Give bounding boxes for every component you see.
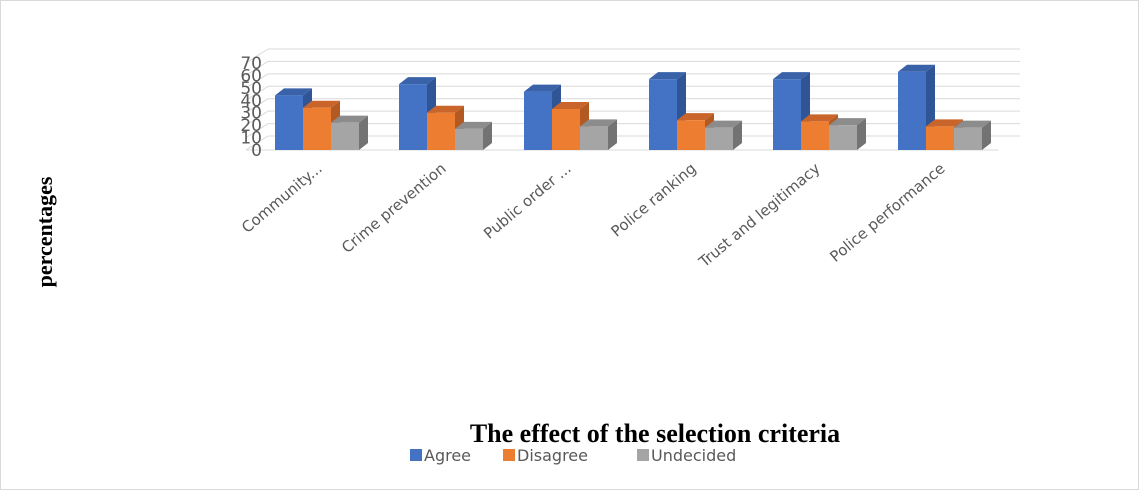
- y-tick-label: 10: [240, 129, 262, 149]
- bars: [275, 64, 991, 150]
- y-tick-label: 40: [240, 91, 262, 111]
- y-tick-label: 70: [240, 54, 262, 74]
- bar-undecided-3: [705, 120, 742, 150]
- bar-front: [455, 128, 483, 150]
- bar-front: [399, 84, 427, 150]
- bar-front: [829, 125, 857, 150]
- gridline-depth-0: [245, 135, 269, 151]
- bar-top: [580, 119, 617, 127]
- gridline-depth-5: [245, 73, 269, 89]
- bar-undecided-1: [455, 121, 492, 150]
- y-tick-label: 50: [240, 79, 262, 99]
- category-label-3: Police ranking: [608, 159, 700, 240]
- bar-front: [427, 112, 455, 150]
- legend-label: Undecided: [651, 446, 736, 465]
- x-axis-title: The effect of the selection criteria: [470, 419, 840, 448]
- bar-side: [982, 120, 991, 150]
- bar-front: [773, 79, 801, 150]
- bar-front: [524, 91, 552, 150]
- category-label-2: Public order ...: [480, 159, 574, 242]
- bar-top: [954, 120, 991, 128]
- bar-top: [677, 113, 714, 121]
- gridline-depth-4: [245, 85, 269, 101]
- category-label-1: Crime prevention: [338, 159, 449, 257]
- bar-front: [677, 120, 705, 150]
- y-tick-label: 30: [240, 104, 262, 124]
- bar-side: [483, 121, 492, 150]
- legend-swatch: [503, 449, 515, 461]
- bar-side: [608, 119, 617, 150]
- bar-front: [898, 71, 926, 150]
- bar-top: [331, 115, 368, 123]
- bar-top: [524, 84, 561, 92]
- legend-label: Agree: [424, 446, 471, 465]
- bar-front: [275, 95, 303, 150]
- bar-undecided-4: [829, 118, 866, 150]
- bar-undecided-5: [954, 120, 991, 150]
- category-label-4: Trust and legitimacy: [695, 159, 824, 271]
- bar-front: [552, 108, 580, 150]
- bar-front: [801, 121, 829, 150]
- category-label-0: Community...: [238, 159, 325, 236]
- bar-top: [829, 118, 866, 126]
- bar-side: [733, 120, 742, 150]
- bar-top: [427, 105, 464, 113]
- legend-label: Disagree: [517, 446, 588, 465]
- bar-top: [399, 77, 436, 85]
- bar-front: [580, 126, 608, 150]
- bar-side: [857, 118, 866, 150]
- bar-front: [954, 127, 982, 150]
- bar-front: [331, 122, 359, 150]
- gridline-depth-6: [245, 61, 269, 76]
- bar-top: [705, 120, 742, 128]
- category-labels: Community... Crime prevention Public order…: [238, 159, 948, 271]
- bar-side: [359, 115, 368, 150]
- bar-front: [303, 107, 331, 150]
- bar-undecided-0: [331, 115, 368, 150]
- y-tick-label: 20: [240, 116, 262, 136]
- bar-top: [801, 114, 838, 122]
- legend-item-undecided: Undecided: [637, 446, 736, 465]
- legend-item-agree: Agree: [410, 446, 471, 465]
- legend-item-disagree: Disagree: [503, 446, 588, 465]
- bar-top: [275, 88, 312, 96]
- category-label-5: Police performance: [826, 159, 948, 266]
- legend: Agree Disagree Undecided: [410, 446, 736, 465]
- legend-swatch: [410, 449, 422, 461]
- bar-top: [303, 100, 340, 108]
- gridlines: [245, 48, 1020, 151]
- bar-top: [773, 72, 810, 80]
- y-tick-label: 60: [240, 66, 262, 86]
- y-tick-label: 0: [251, 141, 262, 161]
- bar-top: [898, 64, 935, 72]
- gridline-depth-2: [245, 110, 269, 126]
- gridline-depth-3: [245, 98, 269, 114]
- gridline-depth-7: [245, 48, 269, 64]
- legend-swatch: [637, 449, 649, 461]
- bar-undecided-2: [580, 119, 617, 150]
- y-axis-label: percentages: [32, 176, 57, 287]
- bar-agree-4: [773, 72, 810, 150]
- bar-top: [455, 121, 492, 129]
- bar-front: [926, 126, 954, 150]
- bar-top: [926, 119, 963, 127]
- bar-top: [552, 101, 589, 109]
- bar-front: [649, 79, 677, 150]
- gridline-depth-1: [245, 123, 269, 138]
- bar-front: [705, 127, 733, 150]
- bar-top: [649, 72, 686, 80]
